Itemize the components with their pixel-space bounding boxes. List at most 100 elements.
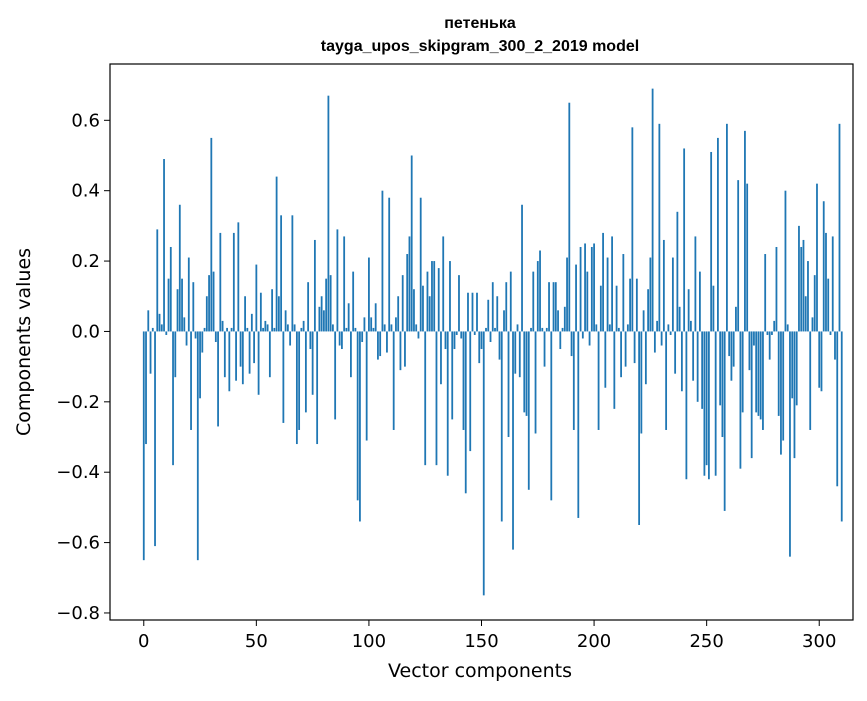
bar [181,278,183,332]
bar [491,282,494,332]
bar [705,331,708,466]
y-axis: −0.8 −0.6 −0.4 −0.2 0.0 0.2 0.4 0.6 [56,110,110,624]
bar [437,268,440,332]
bar [487,299,490,332]
bar [332,324,334,332]
bar [831,236,834,332]
bar [800,246,803,332]
bar [467,292,469,332]
bar [246,327,249,332]
bar [719,331,722,406]
bar [829,331,832,335]
bar [807,261,809,332]
bar [379,331,382,357]
bar [624,331,627,367]
bar [338,331,341,346]
bar [453,331,456,350]
bar [460,331,463,339]
bar [174,331,177,378]
bar [534,331,537,434]
bar [818,331,821,388]
bar [500,331,503,522]
bar [228,331,231,392]
bar [795,331,798,406]
bar [768,331,771,360]
bar [545,327,548,332]
bar [671,257,674,332]
bar [840,331,843,522]
bar [775,246,778,332]
bar [410,155,413,332]
bar [271,289,274,332]
bar [669,331,672,335]
bar [341,331,343,350]
bar [750,331,753,459]
bar [464,331,467,494]
bar [708,331,710,480]
bar [559,331,562,350]
bar [212,271,215,332]
bar [284,310,287,332]
bar [802,239,805,332]
bar [232,232,235,332]
bar [699,271,701,332]
bar [494,327,496,332]
x-tick-label: 200 [577,631,611,652]
bar [309,331,312,350]
bar [320,296,323,332]
bar [602,232,604,332]
bar [757,331,760,416]
bar [489,331,492,342]
bar [196,331,199,561]
bar [798,225,800,332]
bar [593,243,595,332]
bar [563,306,566,332]
bar [791,331,794,399]
bar [147,310,150,332]
bar [399,331,402,371]
bar [651,88,654,332]
bar [219,232,222,332]
y-tick-label: −0.2 [56,392,100,413]
y-tick-label: −0.6 [56,533,100,554]
chart-title: петенька [444,15,516,32]
bar [262,327,264,332]
bar [581,331,584,339]
bar [658,123,661,332]
bar [662,239,665,332]
bar [473,331,476,335]
bar [613,331,616,409]
bar [633,331,636,364]
bar [347,303,350,332]
bar [811,317,814,332]
bar [649,257,652,332]
bar [550,331,553,501]
bar [640,331,643,434]
bar [527,331,530,490]
bar [471,292,474,332]
bar [268,331,271,378]
bar [142,331,145,561]
bar [354,327,357,332]
bar [516,324,519,332]
bar [476,292,478,332]
bar [635,278,638,332]
x-tick-label: 50 [245,631,268,652]
bar [674,331,677,374]
bar [644,331,647,385]
x-tick-label: 0 [138,631,149,652]
bar [359,331,361,522]
bar [739,331,742,469]
bar [498,331,501,360]
bar [656,320,659,332]
bar [816,183,818,332]
bar [280,215,283,332]
bar [363,317,366,332]
bar [737,180,740,332]
bar [660,331,663,346]
bar [566,257,568,332]
bar [442,236,445,332]
bar [424,331,427,466]
bar [712,285,715,332]
